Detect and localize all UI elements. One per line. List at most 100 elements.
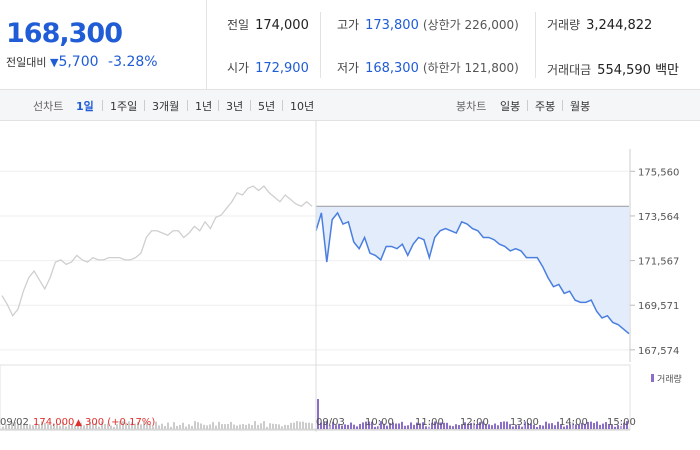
volume-bar — [293, 422, 295, 429]
volume-bar — [482, 421, 484, 429]
volume-bar — [548, 423, 550, 429]
candle-chart-label: 봉차트 — [456, 100, 487, 113]
volume-bar — [269, 423, 271, 429]
volume-bar — [476, 424, 478, 429]
x-tick-label: 12:00 — [460, 417, 489, 428]
volume-bar — [140, 424, 142, 429]
volume-bar — [581, 422, 583, 429]
volume-bar — [614, 426, 616, 429]
volume-bar — [11, 422, 13, 429]
volume-legend-swatch — [651, 374, 654, 382]
prev-day-label: 09/02 — [0, 417, 29, 428]
volume-bar — [227, 424, 229, 429]
tab-3y[interactable]: 3년 — [226, 100, 244, 113]
volume-bar — [128, 421, 130, 429]
volume-bar — [257, 424, 259, 429]
volume-bar — [5, 424, 7, 429]
tab-1d[interactable]: 1일 — [76, 100, 94, 113]
volume-bar — [623, 422, 625, 429]
volume-bar — [365, 421, 367, 429]
volume-bar — [26, 424, 28, 429]
volume-bar — [434, 421, 436, 429]
stat-low: 저가 168,300 (하한가 121,800) — [337, 61, 519, 76]
volume-bar — [479, 422, 481, 429]
volume-bar — [383, 423, 385, 429]
volume-bar — [608, 424, 610, 429]
volume-bar — [491, 425, 493, 429]
volume-bar — [341, 425, 343, 429]
volume-bar — [422, 422, 424, 429]
volume-bar — [116, 424, 118, 429]
volume-bar — [287, 424, 289, 429]
volume-bar — [452, 426, 454, 429]
volume-bar — [377, 426, 379, 429]
volume-bar — [254, 421, 256, 429]
volume-bar — [146, 421, 148, 429]
volume-bar — [353, 424, 355, 429]
volume-bar — [233, 424, 235, 429]
volume-bar — [443, 422, 445, 429]
volume-bar — [155, 421, 157, 429]
volume-bar — [245, 424, 247, 429]
volume-bar — [119, 421, 121, 429]
tab-3m[interactable]: 3개월 — [152, 100, 180, 113]
volume-bar — [356, 426, 358, 429]
y-axis: 175,560 173,564 171,567 169,571 167,574 — [629, 149, 679, 362]
volume-bar — [77, 422, 79, 429]
volume-bar — [95, 422, 97, 429]
divider — [535, 12, 536, 78]
tab-weekly[interactable]: 주봉 — [535, 100, 556, 113]
volume-bar — [338, 423, 340, 429]
stats-panel: 전일 174,000 고가 173,800 (상한가 226,000) 거래량 3,24… — [207, 0, 700, 89]
y-tick-label: 169,571 — [638, 301, 679, 312]
volume-panel — [0, 364, 631, 430]
volume-bar — [260, 423, 262, 429]
volume-bar — [251, 425, 253, 429]
volume-bar — [404, 425, 406, 429]
volume-bar — [113, 426, 115, 429]
volume-bar — [53, 423, 55, 429]
volume-bar — [218, 421, 220, 429]
volume-bar — [167, 422, 169, 429]
volume-bar — [221, 424, 223, 429]
tab-10y[interactable]: 10년 — [290, 100, 315, 113]
volume-bar — [497, 425, 499, 429]
volume-bar — [29, 424, 31, 429]
volume-bar — [371, 421, 373, 429]
volume-bar — [368, 421, 370, 429]
volume-bar — [521, 426, 523, 429]
volume-bar — [344, 424, 346, 429]
y-tick-label: 171,567 — [638, 257, 679, 268]
volume-bar — [92, 423, 94, 429]
volume-bar — [179, 424, 181, 429]
line-chart-label: 선차트 — [33, 100, 64, 113]
change-value: 5,700 — [58, 54, 99, 70]
series-line-0902 — [1, 185, 313, 317]
tab-daily[interactable]: 일봉 — [500, 100, 521, 113]
volume-bar — [290, 422, 292, 429]
divider — [102, 100, 103, 111]
volume-bar — [173, 422, 175, 429]
volume-bar — [464, 422, 466, 429]
volume-bar — [590, 421, 592, 429]
change-row: 전일대비 ▼5,700 -3.28% — [6, 54, 158, 70]
volume-bar — [74, 425, 76, 429]
volume-bar — [122, 421, 124, 429]
volume-bar — [176, 425, 178, 429]
quote-header: 168,300 전일대비 ▼5,700 -3.28% 전일 174,000 고가 1… — [0, 0, 700, 90]
volume-bar — [527, 422, 529, 429]
volume-bar — [326, 421, 328, 429]
divider — [562, 100, 563, 111]
volume-bar — [410, 422, 412, 429]
volume-bar — [296, 421, 298, 429]
volume-bar — [278, 424, 280, 429]
volume-bar — [416, 422, 418, 429]
tab-monthly[interactable]: 월봉 — [570, 100, 591, 113]
volume-bar — [524, 421, 526, 429]
tab-1w[interactable]: 1주일 — [110, 100, 138, 113]
tab-1y[interactable]: 1년 — [195, 100, 213, 113]
tab-5y[interactable]: 5년 — [258, 100, 276, 113]
volume-bar — [533, 424, 535, 429]
divider — [250, 100, 251, 111]
volume-bar — [23, 424, 25, 429]
